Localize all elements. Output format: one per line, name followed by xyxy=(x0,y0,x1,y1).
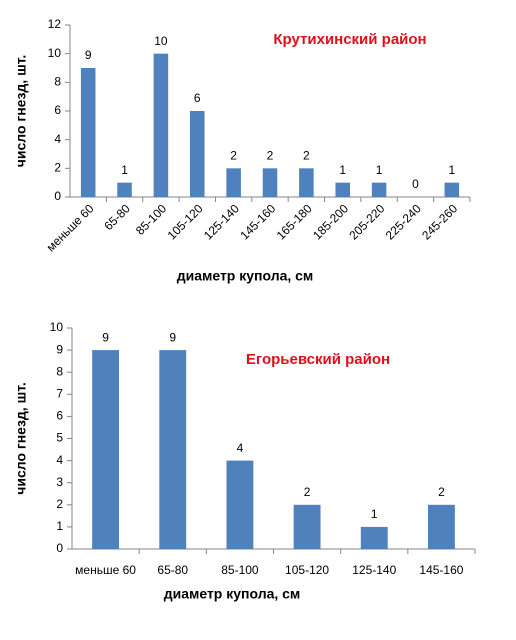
bar xyxy=(299,168,314,197)
y-tick-label: 8 xyxy=(54,75,61,89)
value-label: 9 xyxy=(102,330,109,344)
x-tick-label: 225-240 xyxy=(383,201,424,242)
chart-title: Крутихинский район xyxy=(273,31,426,48)
x-tick-label: 165-180 xyxy=(274,201,315,242)
value-label: 9 xyxy=(85,48,92,62)
x-tick-label: меньше 60 xyxy=(44,201,97,254)
x-tick-label: 125-140 xyxy=(352,563,396,577)
x-tick-label: 145-160 xyxy=(419,563,463,577)
x-tick-label: 185-200 xyxy=(310,201,351,242)
value-label: 2 xyxy=(230,149,237,163)
bar xyxy=(262,168,278,197)
y-axis-label: число гнезд, шт. xyxy=(13,382,29,495)
y-tick-label: 3 xyxy=(56,475,63,489)
value-label: 1 xyxy=(339,163,346,177)
bar xyxy=(80,68,96,197)
bar xyxy=(153,53,169,197)
x-tick-label: 105-120 xyxy=(285,563,329,577)
chart-title: Егорьевский район xyxy=(246,351,390,368)
y-tick-label: 10 xyxy=(48,46,62,60)
value-label: 4 xyxy=(237,441,244,455)
x-tick-label: 85-100 xyxy=(221,563,259,577)
value-label: 2 xyxy=(438,485,445,499)
bar xyxy=(226,168,241,197)
y-tick-label: 9 xyxy=(56,342,63,356)
value-label: 1 xyxy=(376,163,383,177)
y-tick-label: 6 xyxy=(54,103,61,117)
value-label: 10 xyxy=(154,34,168,48)
y-tick-label: 1 xyxy=(56,519,63,533)
bar xyxy=(92,350,120,549)
y-tick-label: 6 xyxy=(56,409,63,423)
y-tick-label: 12 xyxy=(48,17,62,31)
bar xyxy=(371,182,387,197)
x-tick-label: 65-80 xyxy=(157,563,188,577)
bar xyxy=(190,111,205,197)
value-label: 1 xyxy=(448,163,455,177)
y-tick-label: 0 xyxy=(54,189,61,203)
value-label: 9 xyxy=(169,330,176,344)
value-label: 2 xyxy=(303,149,310,163)
x-axis-label: диаметр купола, см xyxy=(164,586,301,602)
x-axis-label: диаметр купола, см xyxy=(177,268,314,284)
value-label: 1 xyxy=(121,163,128,177)
value-label: 1 xyxy=(371,507,378,521)
y-tick-label: 10 xyxy=(50,320,64,334)
value-label: 2 xyxy=(304,485,311,499)
bar xyxy=(293,504,321,549)
x-tick-label: 205-220 xyxy=(346,201,387,242)
y-tick-label: 7 xyxy=(56,386,63,400)
bar xyxy=(360,526,388,549)
bar xyxy=(159,350,187,549)
y-tick-label: 8 xyxy=(56,364,63,378)
y-tick-label: 4 xyxy=(56,453,63,467)
x-tick-label: 125-140 xyxy=(201,201,242,242)
x-tick-label: меньше 60 xyxy=(75,563,136,577)
y-tick-label: 2 xyxy=(56,497,63,511)
y-axis-label: число гнезд, шт. xyxy=(13,55,29,168)
bar xyxy=(444,182,460,197)
y-tick-label: 4 xyxy=(54,132,61,146)
y-tick-label: 5 xyxy=(56,431,63,445)
bar xyxy=(117,182,132,197)
bar xyxy=(335,182,350,197)
x-tick-label: 105-120 xyxy=(165,201,206,242)
y-tick-label: 0 xyxy=(56,541,63,555)
bar xyxy=(226,460,254,549)
x-tick-label: 145-160 xyxy=(237,201,278,242)
value-label: 2 xyxy=(267,149,274,163)
y-tick-label: 2 xyxy=(54,161,61,175)
x-tick-label: 245-260 xyxy=(419,201,460,242)
x-tick-label: 65-80 xyxy=(101,201,133,233)
bar xyxy=(427,504,455,549)
value-label: 6 xyxy=(194,91,201,105)
value-label: 0 xyxy=(412,177,419,191)
